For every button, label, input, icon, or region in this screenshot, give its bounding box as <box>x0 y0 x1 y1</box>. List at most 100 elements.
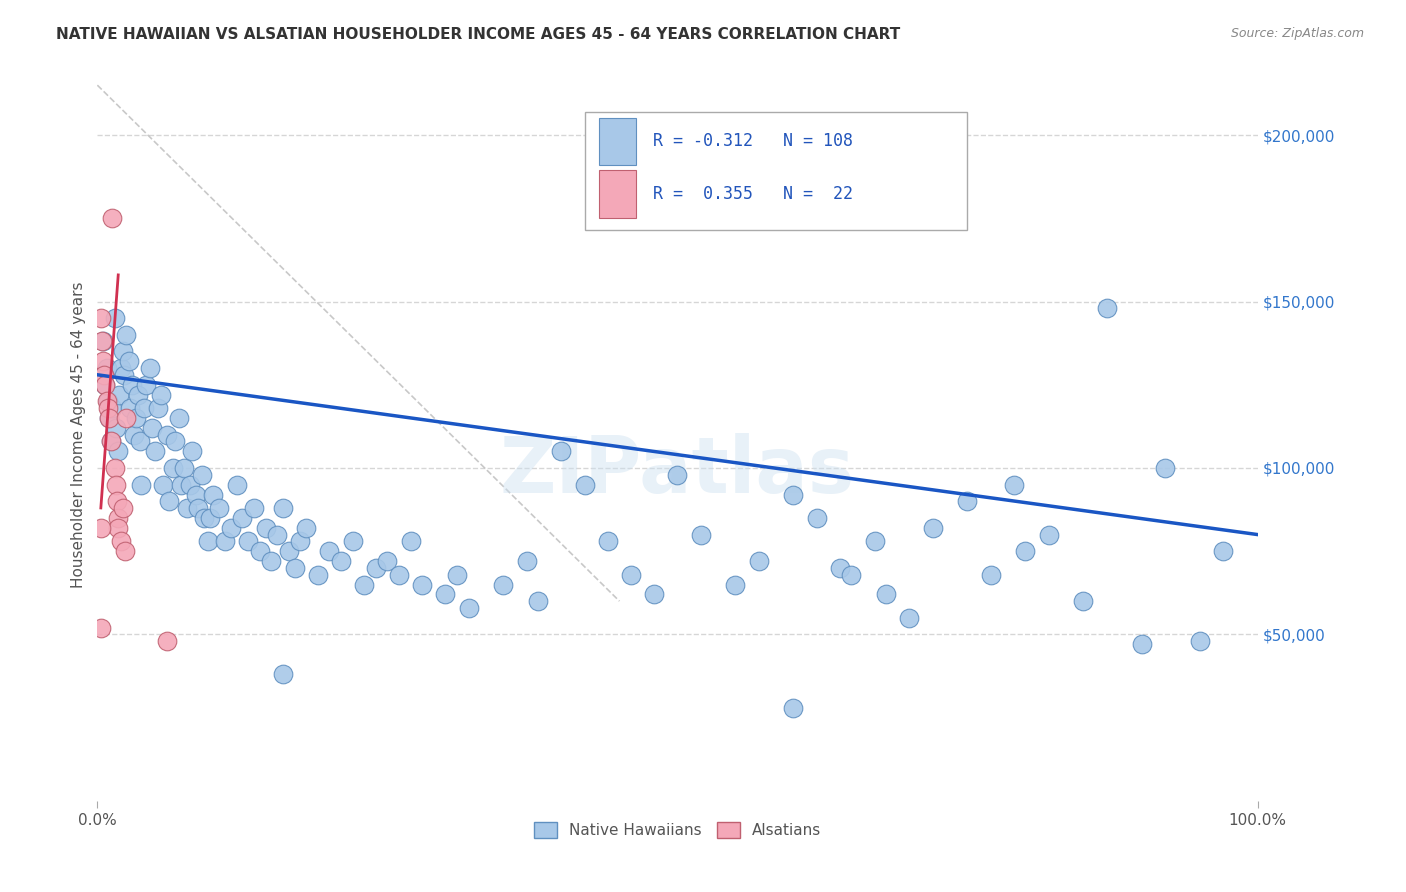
Point <box>97 401 120 415</box>
Point <box>115 327 138 342</box>
Point <box>1014 544 1036 558</box>
Point <box>93 368 115 382</box>
Point <box>284 561 307 575</box>
Point <box>446 567 468 582</box>
Point <box>91 354 114 368</box>
Point <box>100 434 122 449</box>
Point <box>399 534 422 549</box>
Point <box>97 394 120 409</box>
Point <box>271 500 294 515</box>
Point <box>124 411 146 425</box>
Point <box>318 544 340 558</box>
Point <box>782 700 804 714</box>
Point <box>97 411 120 425</box>
Point <box>748 554 770 568</box>
Point <box>108 388 131 402</box>
Point <box>898 611 921 625</box>
Point <box>666 467 689 482</box>
Point <box>411 577 433 591</box>
Text: NATIVE HAWAIIAN VS ALSATIAN HOUSEHOLDER INCOME AGES 45 - 64 YEARS CORRELATION CH: NATIVE HAWAIIAN VS ALSATIAN HOUSEHOLDER … <box>56 27 900 42</box>
Point <box>550 444 572 458</box>
Point <box>806 511 828 525</box>
Point <box>157 494 180 508</box>
Point <box>91 334 114 349</box>
Point <box>307 567 329 582</box>
Point <box>238 534 260 549</box>
Bar <box>599 118 636 165</box>
Point <box>131 477 153 491</box>
Point <box>179 477 201 491</box>
Point <box>146 401 169 415</box>
Legend: Native Hawaiians, Alsatians: Native Hawaiians, Alsatians <box>527 816 827 845</box>
Point <box>342 534 364 549</box>
Point <box>875 587 897 601</box>
Point <box>129 434 152 449</box>
Point <box>118 401 141 415</box>
Point <box>260 554 283 568</box>
Point <box>596 534 619 549</box>
Point <box>94 377 117 392</box>
Point <box>141 421 163 435</box>
Point <box>434 587 457 601</box>
Point <box>1153 461 1175 475</box>
Point <box>527 594 550 608</box>
Point <box>921 521 943 535</box>
Point <box>184 488 207 502</box>
Point <box>193 511 215 525</box>
Point <box>100 434 122 449</box>
Point <box>187 500 209 515</box>
Point <box>156 634 179 648</box>
Point <box>863 534 886 549</box>
Point <box>143 444 166 458</box>
Point <box>111 344 134 359</box>
Point <box>111 500 134 515</box>
Point <box>127 388 149 402</box>
Point <box>165 434 187 449</box>
Point <box>724 577 747 591</box>
Point <box>197 534 219 549</box>
Text: ZIPatlas: ZIPatlas <box>501 434 855 509</box>
Point <box>96 361 118 376</box>
Point <box>516 554 538 568</box>
Point <box>353 577 375 591</box>
Point <box>94 377 117 392</box>
Point <box>132 401 155 415</box>
Point <box>1002 477 1025 491</box>
Point <box>107 511 129 525</box>
Point <box>110 361 132 376</box>
Point <box>295 521 318 535</box>
Point <box>112 368 135 382</box>
Point <box>170 477 193 491</box>
Point <box>277 544 299 558</box>
Point <box>191 467 214 482</box>
Point <box>105 494 128 508</box>
Point <box>620 567 643 582</box>
Point <box>980 567 1002 582</box>
Point <box>97 411 120 425</box>
Point <box>198 511 221 525</box>
Point <box>104 421 127 435</box>
Point <box>121 377 143 392</box>
Point <box>574 477 596 491</box>
Point <box>138 361 160 376</box>
Point <box>1073 594 1095 608</box>
Point <box>1212 544 1234 558</box>
Point <box>219 521 242 535</box>
Point <box>107 521 129 535</box>
Point <box>90 311 112 326</box>
Point <box>90 621 112 635</box>
Point <box>266 527 288 541</box>
Point <box>214 534 236 549</box>
Point <box>118 354 141 368</box>
Point <box>388 567 411 582</box>
Y-axis label: Householder Income Ages 45 - 64 years: Householder Income Ages 45 - 64 years <box>72 282 86 588</box>
Point <box>114 544 136 558</box>
Point <box>152 477 174 491</box>
Point <box>290 534 312 549</box>
Point <box>225 477 247 491</box>
Text: Source: ZipAtlas.com: Source: ZipAtlas.com <box>1230 27 1364 40</box>
Point <box>782 488 804 502</box>
Point <box>377 554 399 568</box>
Point <box>101 211 124 226</box>
Point <box>110 534 132 549</box>
